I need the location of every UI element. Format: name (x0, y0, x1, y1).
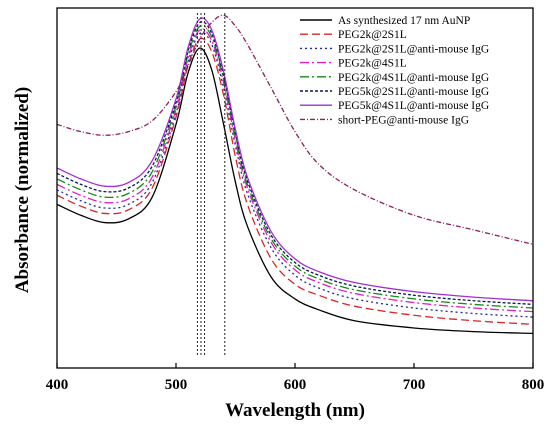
legend: As synthesized 17 nm AuNP PEG2k@2S1L PEG2k… (300, 15, 489, 126)
series-line-7 (57, 18, 533, 301)
legend-label-8: short-PEG@anti-mouse IgG (338, 114, 469, 126)
x-tick-label-2: 500 (165, 377, 188, 393)
x-tick-label-1: 400 (46, 377, 69, 393)
series-line-6 (57, 22, 533, 305)
series-line-5 (57, 25, 533, 308)
series-lines (57, 15, 533, 333)
legend-label-3: PEG2k@2S1L@anti-mouse IgG (338, 43, 489, 55)
y-axis-title: Absorbance (normalized) (12, 87, 33, 293)
legend-label-1: As synthesized 17 nm AuNP (338, 15, 470, 27)
x-axis-title: Wavelength (nm) (225, 400, 365, 421)
legend-label-4: PEG2k@4S1L (338, 58, 407, 70)
legend-label-7: PEG5k@4S1L@anti-mouse IgG (338, 100, 489, 112)
legend-label-2: PEG2k@2S1L (338, 29, 407, 41)
legend-label-6: PEG5k@2S1L@anti-mouse IgG (338, 86, 489, 98)
x-tick-label-4: 700 (403, 377, 426, 393)
x-tick-label-5: 800 (522, 377, 545, 393)
legend-label-5: PEG2k@4S1L@anti-mouse IgG (338, 72, 489, 84)
x-tick-label-3: 600 (284, 377, 307, 393)
